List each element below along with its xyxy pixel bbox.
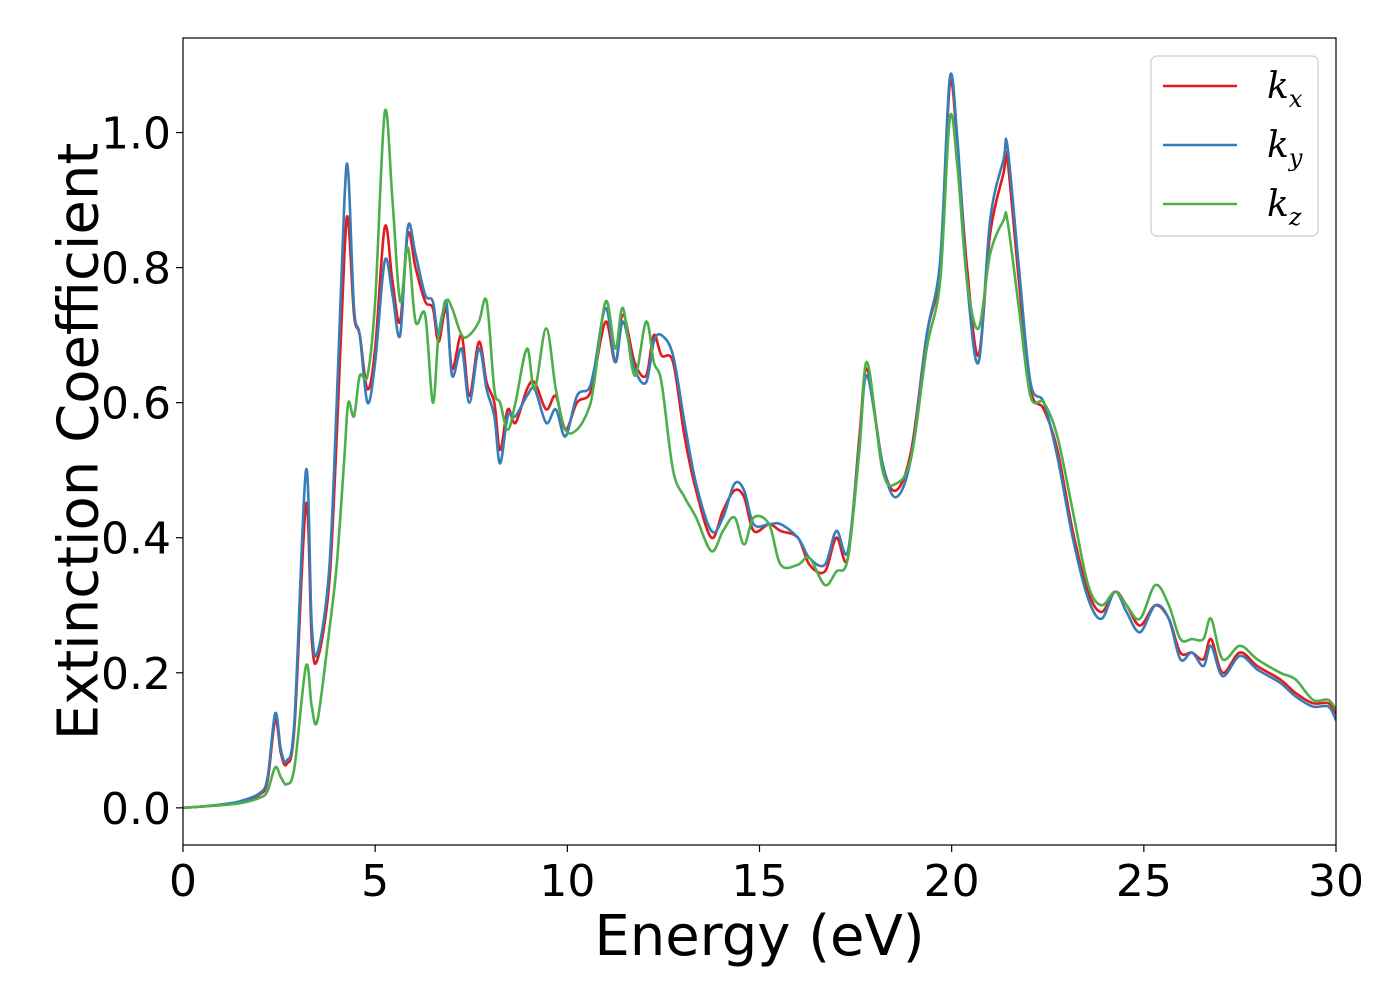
y-tick-label: 0.2 [101,649,171,700]
series-line-y [183,72,1336,810]
x-tick-label: 0 [169,856,197,907]
x-tick-label: 30 [1308,856,1364,907]
y-tick-label: 0.4 [101,514,171,565]
y-tick-label: 0.0 [101,784,171,835]
legend-label-y: ky [1267,125,1303,172]
x-tick-label: 15 [732,856,788,907]
y-tick-label: 0.8 [101,244,171,295]
y-tick-label: 1.0 [101,109,171,160]
x-axis-label: Energy (eV) [594,904,924,969]
legend-label-base: k [1267,125,1289,166]
legend-label-z: kz [1267,184,1302,231]
ticks-layer: 0 5 10 15 20 25 30 0.0 0.2 0.4 0.6 0.8 1.0 [101,109,1364,907]
y-tick-label: 0.6 [101,379,171,430]
legend-label-subscript: x [1289,85,1303,113]
legend-label-base: k [1267,66,1289,107]
x-tick-label: 25 [1116,856,1172,907]
legend-label-base: k [1267,184,1289,225]
series-line-z [183,108,1336,810]
x-tick-label: 10 [539,856,595,907]
y-axis-label: Extinction Coefficient [47,143,112,741]
x-tick-label: 5 [361,856,389,907]
x-tick-label: 20 [924,856,980,907]
legend-label-x: kx [1267,66,1303,113]
legend-label-subscript: y [1288,144,1303,172]
series-layer [183,72,1336,810]
legend-label-subscript: z [1288,203,1302,231]
